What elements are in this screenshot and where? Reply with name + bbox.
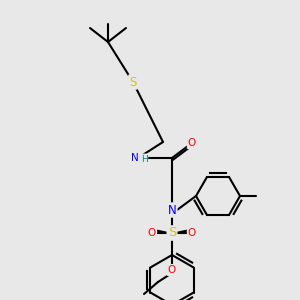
Text: H: H	[141, 154, 147, 164]
Text: O: O	[168, 265, 176, 275]
Text: O: O	[188, 228, 196, 238]
Text: N: N	[168, 203, 176, 217]
Text: S: S	[129, 76, 137, 88]
Text: S: S	[168, 226, 176, 239]
Text: O: O	[188, 138, 196, 148]
Text: O: O	[148, 228, 156, 238]
Text: N: N	[131, 153, 139, 163]
